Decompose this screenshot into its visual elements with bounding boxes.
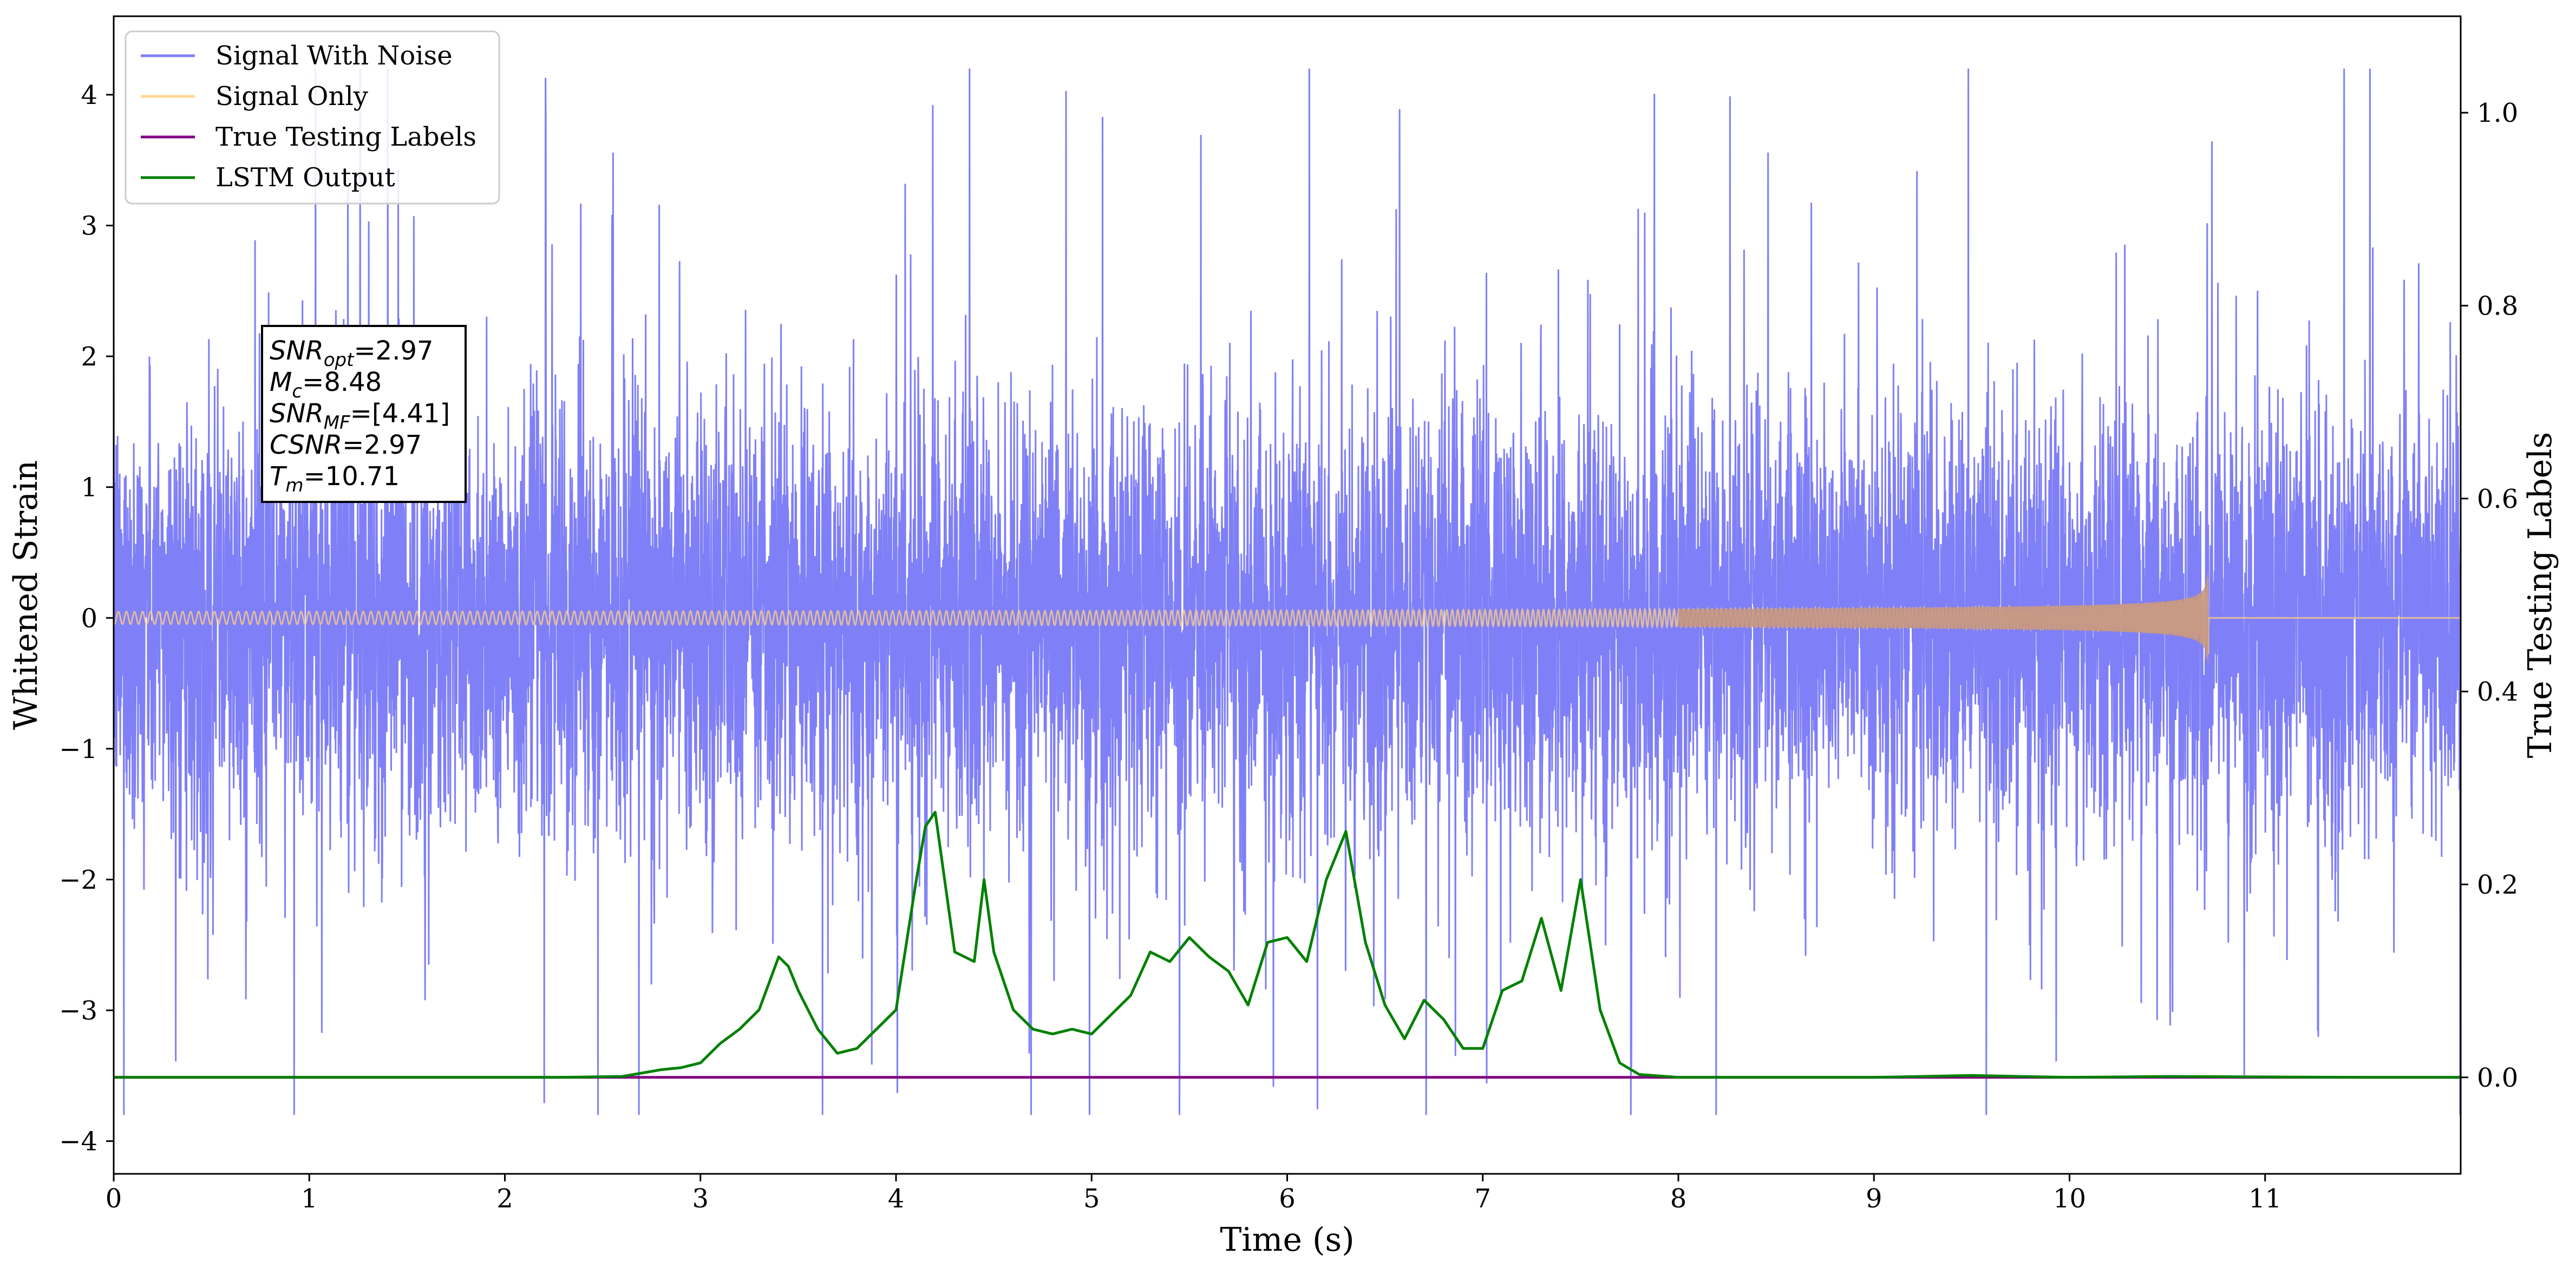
- y-axis-title-right: True Testing Labels: [2521, 432, 2559, 759]
- noise-line: [113, 68, 2462, 1115]
- y-left-tick-label: −1: [59, 734, 97, 765]
- x-tick-label: 10: [2053, 1184, 2086, 1214]
- y-right-tick-label: 0.0: [2477, 1063, 2518, 1093]
- y-left-tick-label: 3: [81, 211, 97, 241]
- x-tick-label: 6: [1279, 1184, 1296, 1214]
- y-left-tick-label: −3: [59, 996, 97, 1026]
- x-tick-label: 7: [1474, 1184, 1491, 1214]
- annotation-line: SNRopt=2.97: [270, 336, 434, 371]
- x-tick-label: 1: [301, 1184, 318, 1214]
- x-tick-label: 9: [1866, 1184, 1882, 1214]
- legend-label: LSTM Output: [215, 162, 395, 193]
- x-axis-title: Time (s): [1220, 1221, 1354, 1259]
- x-tick-label: 3: [692, 1184, 709, 1214]
- x-tick-label: 8: [1670, 1184, 1687, 1214]
- axes-layer: 0 1 2 3 4 5 6 7 8 9 10 11 −4 −3 −2 −1 0 1 2 3 4 0.0 0.2 0.4 0.6 0…: [59, 80, 2518, 1214]
- annotation-line: SNRMF=[4.41]: [270, 398, 450, 434]
- y-right-tick-label: 0.4: [2477, 677, 2518, 707]
- legend-label: Signal Only: [215, 81, 368, 112]
- legend-box: [125, 30, 500, 205]
- y-right-tick-label: 0.2: [2477, 870, 2518, 900]
- legend-label: Signal With Noise: [215, 41, 453, 71]
- x-tick-label: 2: [496, 1184, 513, 1214]
- x-tick-label: 11: [2248, 1184, 2281, 1214]
- y-left-tick-label: 4: [81, 80, 97, 110]
- y-right-tick-label: 1.0: [2477, 98, 2518, 128]
- y-axis-title-left: Whitened Strain: [7, 460, 45, 730]
- annotation-line: Mc=8.48: [270, 367, 382, 402]
- x-tick-label: 5: [1083, 1184, 1100, 1214]
- y-right-tick-label: 0.8: [2477, 291, 2518, 322]
- noise-series-layer: [113, 68, 2462, 1115]
- legend: Signal With Noise Signal Only True Testing…: [125, 30, 500, 205]
- parameter-annotation-box: SNRopt=2.97Mc=8.48SNRMF=[4.41]CSNR=2.97T…: [261, 325, 467, 503]
- y-right-tick-label: 0.6: [2477, 484, 2518, 514]
- y-left-tick-label: 0: [81, 603, 97, 633]
- y-left-tick-label: 1: [81, 473, 97, 503]
- legend-label: True Testing Labels: [215, 122, 476, 152]
- annotation-line: CSNR=2.97: [270, 430, 422, 460]
- y-left-tick-label: −4: [59, 1127, 97, 1157]
- annotation-line: Tm=10.71: [270, 461, 400, 496]
- y-left-tick-label: 2: [81, 342, 97, 372]
- lstm-output-line: [114, 811, 2461, 1079]
- signal-only-series-layer: [113, 569, 2461, 667]
- x-tick-label: 4: [888, 1184, 905, 1214]
- signal-only-envelope: [1678, 569, 2208, 667]
- lstm-series-layer: [114, 811, 2461, 1079]
- x-tick-label: 0: [106, 1184, 122, 1214]
- y-left-tick-label: −2: [59, 865, 97, 895]
- annotation-frame: [261, 325, 467, 503]
